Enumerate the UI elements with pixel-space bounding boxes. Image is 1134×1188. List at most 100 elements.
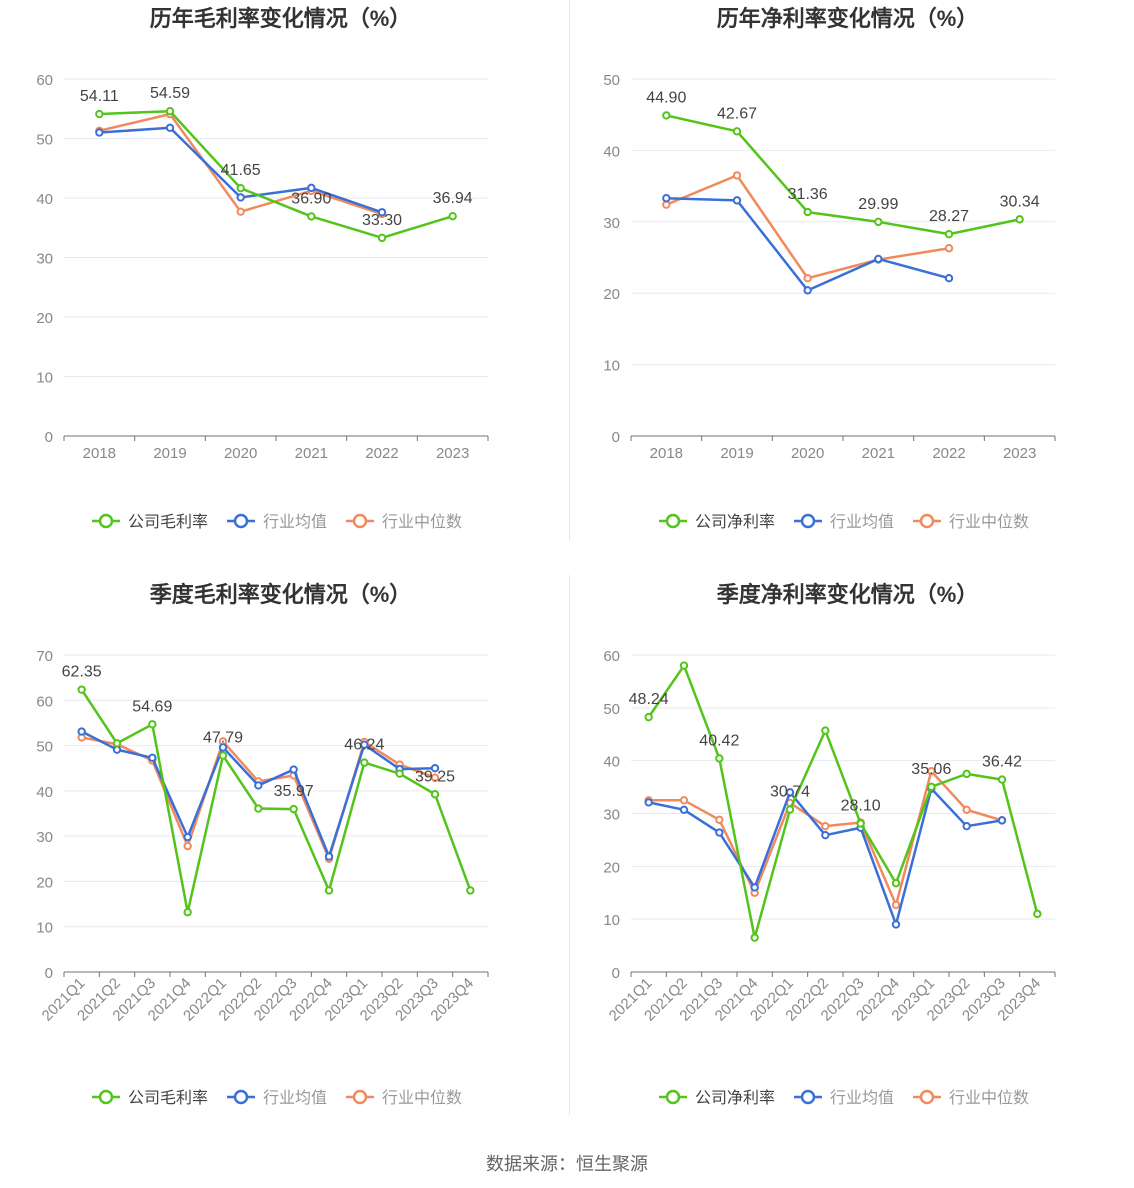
data-point-industry-median[interactable] bbox=[430, 773, 440, 782]
legend-item-industry-avg[interactable]: 行业均值 bbox=[227, 513, 327, 531]
data-point-company[interactable] bbox=[183, 908, 192, 917]
data-label: 42.67 bbox=[717, 105, 757, 122]
data-point-industry-avg[interactable] bbox=[183, 832, 192, 842]
data-point-industry-median[interactable] bbox=[679, 796, 689, 805]
data-point-industry-median[interactable] bbox=[803, 274, 812, 283]
data-point-industry-avg[interactable] bbox=[997, 816, 1007, 825]
data-point-industry-avg[interactable] bbox=[95, 128, 104, 137]
data-point-company[interactable] bbox=[236, 183, 245, 193]
data-point-company[interactable] bbox=[148, 720, 157, 729]
data-point-company[interactable] bbox=[732, 127, 742, 136]
data-point-industry-avg[interactable] bbox=[77, 727, 86, 736]
data-point-company[interactable] bbox=[874, 217, 883, 227]
legend-label: 公司净利率 bbox=[695, 513, 775, 531]
data-point-industry-median[interactable] bbox=[715, 815, 724, 825]
data-point-company[interactable] bbox=[715, 754, 724, 763]
data-point-company[interactable] bbox=[218, 751, 228, 760]
legend-item-company[interactable]: 公司毛利率 bbox=[92, 513, 208, 531]
data-point-company[interactable] bbox=[448, 212, 457, 221]
data-point-company[interactable] bbox=[307, 212, 316, 221]
data-point-company[interactable] bbox=[821, 726, 830, 735]
data-point-company[interactable] bbox=[679, 661, 689, 670]
data-point-industry-avg[interactable] bbox=[307, 183, 316, 193]
legend-item-industry-median[interactable]: 行业中位数 bbox=[346, 513, 462, 531]
data-point-company[interactable] bbox=[803, 207, 812, 217]
data-point-industry-avg[interactable] bbox=[148, 753, 157, 762]
data-point-company[interactable] bbox=[1033, 909, 1042, 919]
data-point-company[interactable] bbox=[785, 805, 795, 814]
data-point-industry-median[interactable] bbox=[821, 821, 830, 831]
data-point-company[interactable] bbox=[466, 886, 475, 895]
data-point-company[interactable] bbox=[377, 233, 387, 243]
data-point-company[interactable] bbox=[112, 739, 122, 748]
data-point-industry-median[interactable] bbox=[236, 207, 245, 216]
data-point-industry-avg[interactable] bbox=[430, 764, 440, 773]
data-label: 41.65 bbox=[221, 162, 261, 179]
data-point-industry-avg[interactable] bbox=[254, 781, 263, 790]
data-point-company[interactable] bbox=[77, 685, 86, 694]
data-point-company[interactable] bbox=[856, 819, 865, 828]
data-point-industry-avg[interactable] bbox=[662, 194, 671, 203]
data-point-industry-avg[interactable] bbox=[679, 805, 689, 815]
data-point-company[interactable] bbox=[662, 111, 671, 120]
legend-item-industry-avg[interactable]: 行业均值 bbox=[227, 1089, 327, 1107]
legend-item-industry-avg[interactable]: 行业均值 bbox=[794, 1089, 894, 1107]
data-point-industry-avg[interactable] bbox=[785, 788, 795, 797]
data-point-company[interactable] bbox=[927, 782, 936, 791]
legend-marker-icon bbox=[800, 1089, 816, 1105]
data-point-industry-avg[interactable] bbox=[962, 821, 971, 831]
data-point-industry-avg[interactable] bbox=[218, 743, 228, 752]
legend-item-industry-median[interactable]: 行业中位数 bbox=[913, 513, 1029, 531]
data-point-company[interactable] bbox=[360, 758, 369, 767]
panel-divider-top bbox=[569, 0, 570, 540]
legend-item-industry-avg[interactable]: 行业均值 bbox=[794, 513, 894, 531]
data-point-industry-avg[interactable] bbox=[803, 286, 812, 295]
data-point-company[interactable] bbox=[430, 790, 440, 799]
data-point-company[interactable] bbox=[165, 106, 175, 116]
data-point-company[interactable] bbox=[95, 109, 104, 119]
legend-label: 行业均值 bbox=[263, 1089, 327, 1107]
series-line-company bbox=[99, 109, 454, 240]
y-tick-label: 40 bbox=[603, 754, 620, 771]
data-point-industry-median[interactable] bbox=[962, 805, 971, 815]
data-point-company[interactable] bbox=[289, 804, 298, 814]
data-point-industry-avg[interactable] bbox=[377, 208, 387, 217]
data-point-industry-avg[interactable] bbox=[732, 196, 742, 205]
data-point-company[interactable] bbox=[891, 879, 901, 888]
data-point-industry-avg[interactable] bbox=[944, 274, 954, 283]
data-point-industry-avg[interactable] bbox=[821, 830, 830, 840]
data-point-industry-avg[interactable] bbox=[360, 740, 369, 749]
data-point-industry-median[interactable] bbox=[927, 767, 936, 776]
data-point-company[interactable] bbox=[1015, 215, 1024, 224]
x-tick-label: 2020 bbox=[224, 445, 257, 462]
data-point-industry-median[interactable] bbox=[891, 900, 901, 910]
legend-item-industry-median[interactable]: 行业中位数 bbox=[913, 1089, 1029, 1107]
data-label: 30.34 bbox=[1000, 193, 1040, 210]
data-point-company[interactable] bbox=[254, 804, 263, 813]
data-point-industry-avg[interactable] bbox=[750, 883, 759, 892]
data-point-company[interactable] bbox=[997, 775, 1007, 784]
y-tick-label: 20 bbox=[603, 859, 620, 876]
data-point-industry-avg[interactable] bbox=[874, 254, 883, 264]
legend-item-company[interactable]: 公司净利率 bbox=[659, 1089, 775, 1107]
data-point-company[interactable] bbox=[324, 886, 334, 895]
data-point-industry-median[interactable] bbox=[732, 171, 742, 180]
data-point-company[interactable] bbox=[944, 229, 954, 239]
data-point-industry-avg[interactable] bbox=[644, 798, 653, 807]
data-point-company[interactable] bbox=[644, 712, 653, 722]
y-tick-label: 0 bbox=[45, 965, 53, 982]
data-point-industry-avg[interactable] bbox=[891, 920, 901, 929]
data-point-industry-avg[interactable] bbox=[236, 193, 245, 202]
data-point-industry-median[interactable] bbox=[944, 244, 954, 253]
data-point-company[interactable] bbox=[962, 769, 971, 779]
legend-item-company[interactable]: 公司净利率 bbox=[659, 513, 775, 531]
data-point-company[interactable] bbox=[750, 933, 759, 942]
data-point-industry-avg[interactable] bbox=[165, 123, 175, 132]
data-point-industry-median[interactable] bbox=[183, 841, 192, 851]
data-point-company[interactable] bbox=[395, 769, 404, 778]
legend-item-company[interactable]: 公司毛利率 bbox=[92, 1089, 208, 1107]
data-point-industry-avg[interactable] bbox=[289, 765, 298, 774]
data-point-industry-avg[interactable] bbox=[324, 852, 334, 861]
data-point-industry-avg[interactable] bbox=[715, 828, 724, 837]
legend-item-industry-median[interactable]: 行业中位数 bbox=[346, 1089, 462, 1107]
